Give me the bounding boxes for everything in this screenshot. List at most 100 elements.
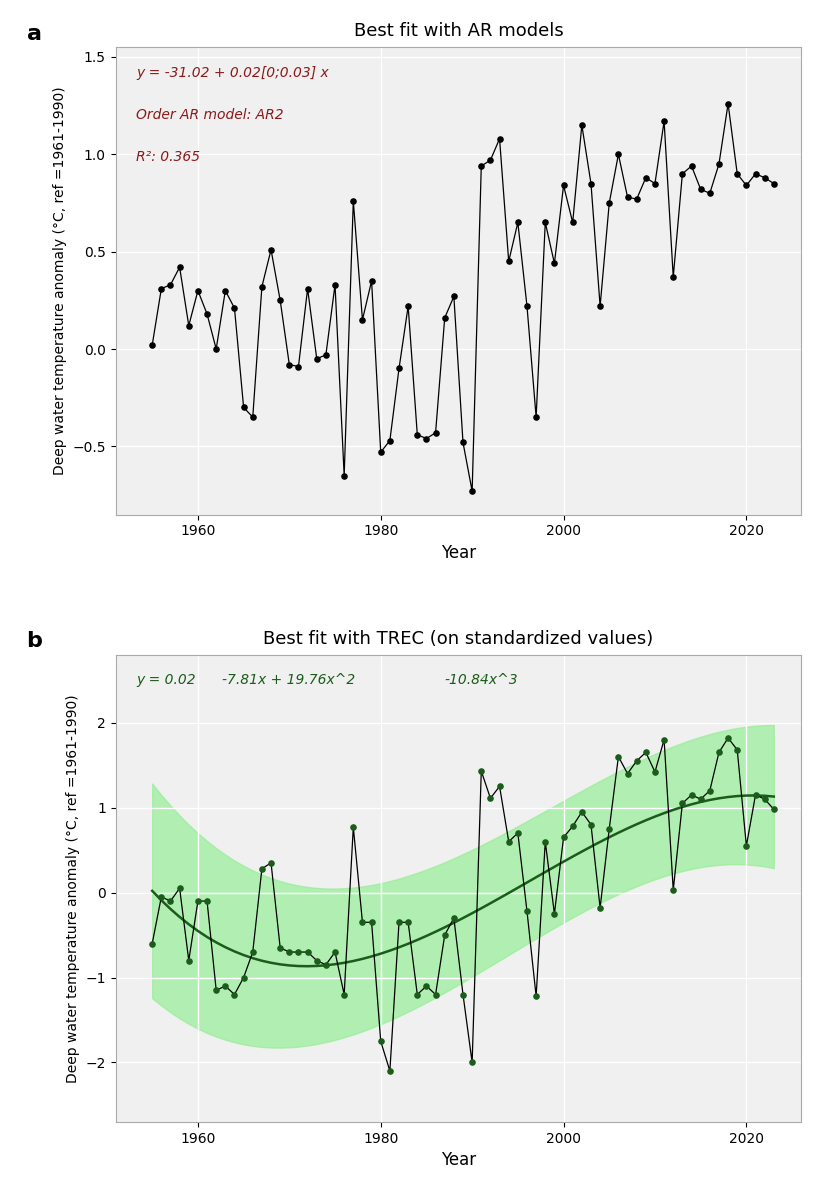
Point xyxy=(502,833,515,852)
Point xyxy=(639,743,653,762)
Point xyxy=(365,272,378,291)
Text: y = -31.02 + 0.02[0;0.03] x: y = -31.02 + 0.02[0;0.03] x xyxy=(136,66,329,80)
Point xyxy=(584,815,597,834)
Point xyxy=(529,987,543,1006)
Point xyxy=(392,359,406,378)
Point xyxy=(438,308,451,327)
Point xyxy=(320,955,333,974)
Text: -10.84x^3: -10.84x^3 xyxy=(444,673,519,687)
Point xyxy=(164,275,177,294)
Y-axis label: Deep water temperature anomaly (°C, ref =1961-1990): Deep water temperature anomaly (°C, ref … xyxy=(53,86,67,475)
Point xyxy=(740,176,753,195)
Point xyxy=(648,174,662,193)
Point xyxy=(347,191,360,210)
Point xyxy=(264,854,278,873)
Point xyxy=(310,350,323,368)
Point xyxy=(210,340,223,359)
Point xyxy=(447,908,460,927)
Point xyxy=(192,892,205,911)
Point xyxy=(630,751,643,770)
Point xyxy=(374,1032,387,1051)
Point xyxy=(338,985,351,1004)
Point xyxy=(320,345,333,364)
Point xyxy=(292,942,305,961)
Point xyxy=(246,942,259,961)
Point xyxy=(731,164,744,183)
Point xyxy=(301,279,314,298)
Point xyxy=(731,740,744,759)
Point xyxy=(566,213,579,231)
Point xyxy=(429,423,442,442)
Point xyxy=(548,905,561,924)
Point xyxy=(292,357,305,376)
Title: Best fit with TREC (on standardized values): Best fit with TREC (on standardized valu… xyxy=(263,629,653,647)
Point xyxy=(411,985,424,1004)
Point xyxy=(557,176,570,195)
Point xyxy=(712,155,725,174)
Point xyxy=(466,1053,479,1072)
Point xyxy=(712,743,725,762)
Point xyxy=(749,785,762,804)
Point xyxy=(255,860,268,879)
Point xyxy=(383,431,396,450)
X-axis label: Year: Year xyxy=(441,1151,476,1169)
Point xyxy=(767,174,781,193)
Point xyxy=(145,934,159,953)
Point xyxy=(173,257,186,276)
Point xyxy=(438,926,451,945)
Point xyxy=(401,296,415,315)
Point xyxy=(493,777,506,796)
Point xyxy=(584,174,597,193)
Point xyxy=(557,828,570,847)
Point xyxy=(529,407,543,426)
Point xyxy=(329,942,342,961)
Point xyxy=(621,188,634,207)
Point xyxy=(457,433,470,452)
Point xyxy=(703,781,716,800)
Point xyxy=(228,299,241,318)
Point xyxy=(511,823,525,842)
Point xyxy=(749,164,762,183)
Point xyxy=(575,116,588,135)
Point xyxy=(457,985,470,1004)
Point xyxy=(502,252,515,270)
Text: b: b xyxy=(26,632,42,652)
Point xyxy=(154,279,168,298)
Point xyxy=(282,942,296,961)
Point xyxy=(411,425,424,444)
Point xyxy=(740,836,753,855)
Text: R²: 0.365: R²: 0.365 xyxy=(136,150,201,164)
Point xyxy=(484,789,497,808)
Point xyxy=(648,763,662,782)
Point xyxy=(520,296,534,315)
Point xyxy=(329,275,342,294)
Point xyxy=(183,951,196,970)
Point xyxy=(383,1062,396,1081)
Point xyxy=(566,817,579,836)
Point xyxy=(392,913,406,932)
Point xyxy=(420,977,433,996)
Point xyxy=(667,881,680,900)
Point xyxy=(603,194,616,213)
Point xyxy=(365,913,378,932)
Point xyxy=(667,268,680,287)
Point xyxy=(201,305,214,324)
Point xyxy=(685,785,698,804)
Point xyxy=(145,335,159,354)
Point xyxy=(347,817,360,836)
Point xyxy=(237,968,250,987)
Point xyxy=(228,985,241,1004)
Point xyxy=(758,168,771,187)
Point xyxy=(612,748,625,766)
Text: y = 0.02: y = 0.02 xyxy=(136,673,196,687)
Point xyxy=(466,482,479,501)
Point xyxy=(192,281,205,300)
Title: Best fit with AR models: Best fit with AR models xyxy=(354,22,563,40)
Point xyxy=(237,398,250,417)
Point xyxy=(657,112,671,131)
Point xyxy=(255,278,268,296)
Point xyxy=(246,407,259,426)
Point xyxy=(173,879,186,898)
Point xyxy=(282,355,296,374)
Point xyxy=(356,311,369,329)
